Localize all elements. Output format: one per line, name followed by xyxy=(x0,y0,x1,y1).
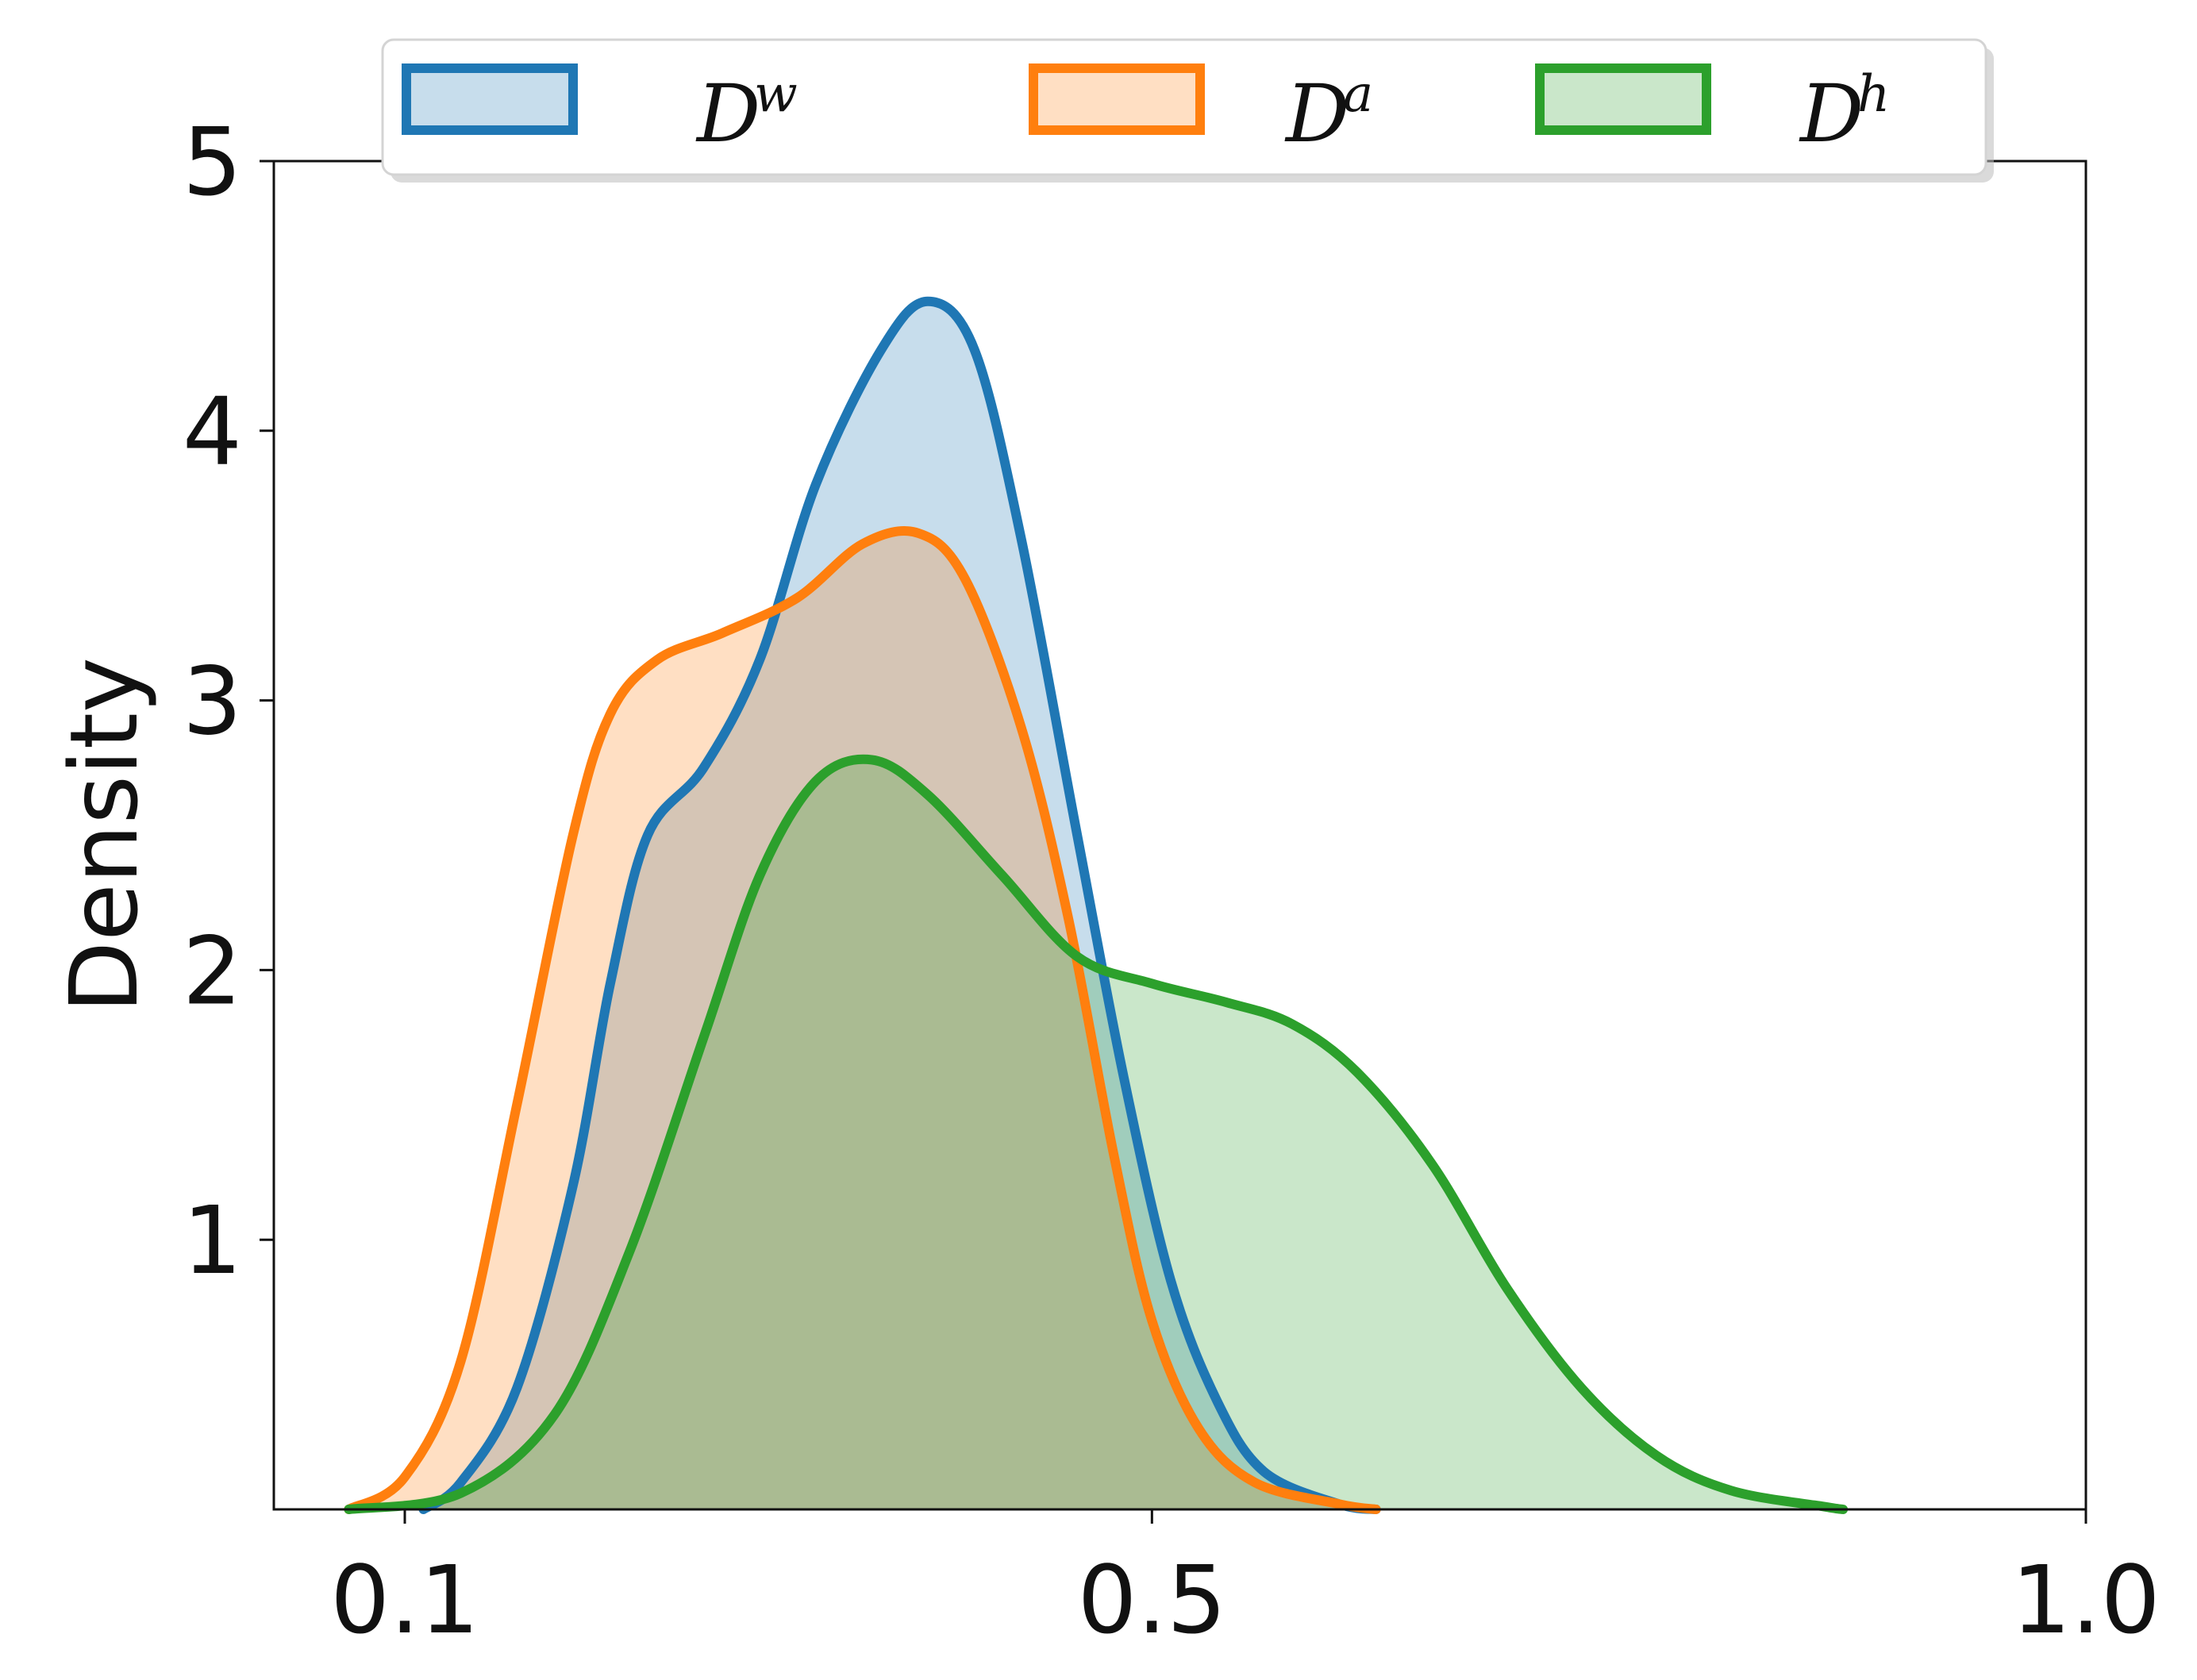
legend-entry-h: Dh xyxy=(1535,63,1890,160)
y-tick-label: 2 xyxy=(183,916,242,1025)
legend-label-superscript: a xyxy=(1343,65,1373,124)
x-tick-label: 0.5 xyxy=(1077,1545,1226,1655)
legend-swatch xyxy=(1535,63,1711,135)
density-area-h xyxy=(348,759,1844,1509)
legend-label-superscript: h xyxy=(1857,65,1890,124)
legend-entry-w: Dw xyxy=(402,63,798,160)
legend-label: D xyxy=(1799,67,1864,160)
y-tick-label: 3 xyxy=(183,647,242,756)
density-curve-h xyxy=(344,754,1849,1514)
y-axis-label: Density xyxy=(49,657,159,1013)
legend-entry-a: Da xyxy=(1029,63,1373,160)
y-tick-label: 1 xyxy=(183,1186,242,1295)
legend-box xyxy=(381,38,1987,176)
density-area-a xyxy=(348,531,1376,1509)
y-tick-label: 5 xyxy=(183,107,242,217)
x-tick-label: 1.0 xyxy=(2011,1545,2160,1655)
legend-label: D xyxy=(695,67,760,160)
x-tick-label: 0.1 xyxy=(330,1545,479,1655)
legend-label: D xyxy=(1284,67,1349,160)
legend-swatch xyxy=(402,63,578,135)
density-curve-w xyxy=(418,296,1381,1514)
density-curve-a xyxy=(344,526,1381,1514)
y-axis: 1 2 3 4 5 xyxy=(183,107,274,1295)
y-tick-label: 4 xyxy=(183,377,242,486)
density-curves xyxy=(344,296,1849,1514)
x-axis: 0.1 0.5 1.0 xyxy=(330,1509,2160,1655)
legend: Dw Da Dh xyxy=(381,38,1994,183)
legend-swatch xyxy=(1029,63,1205,135)
legend-label-superscript: w xyxy=(754,65,798,124)
density-areas xyxy=(348,301,1844,1510)
density-area-w xyxy=(423,301,1376,1510)
